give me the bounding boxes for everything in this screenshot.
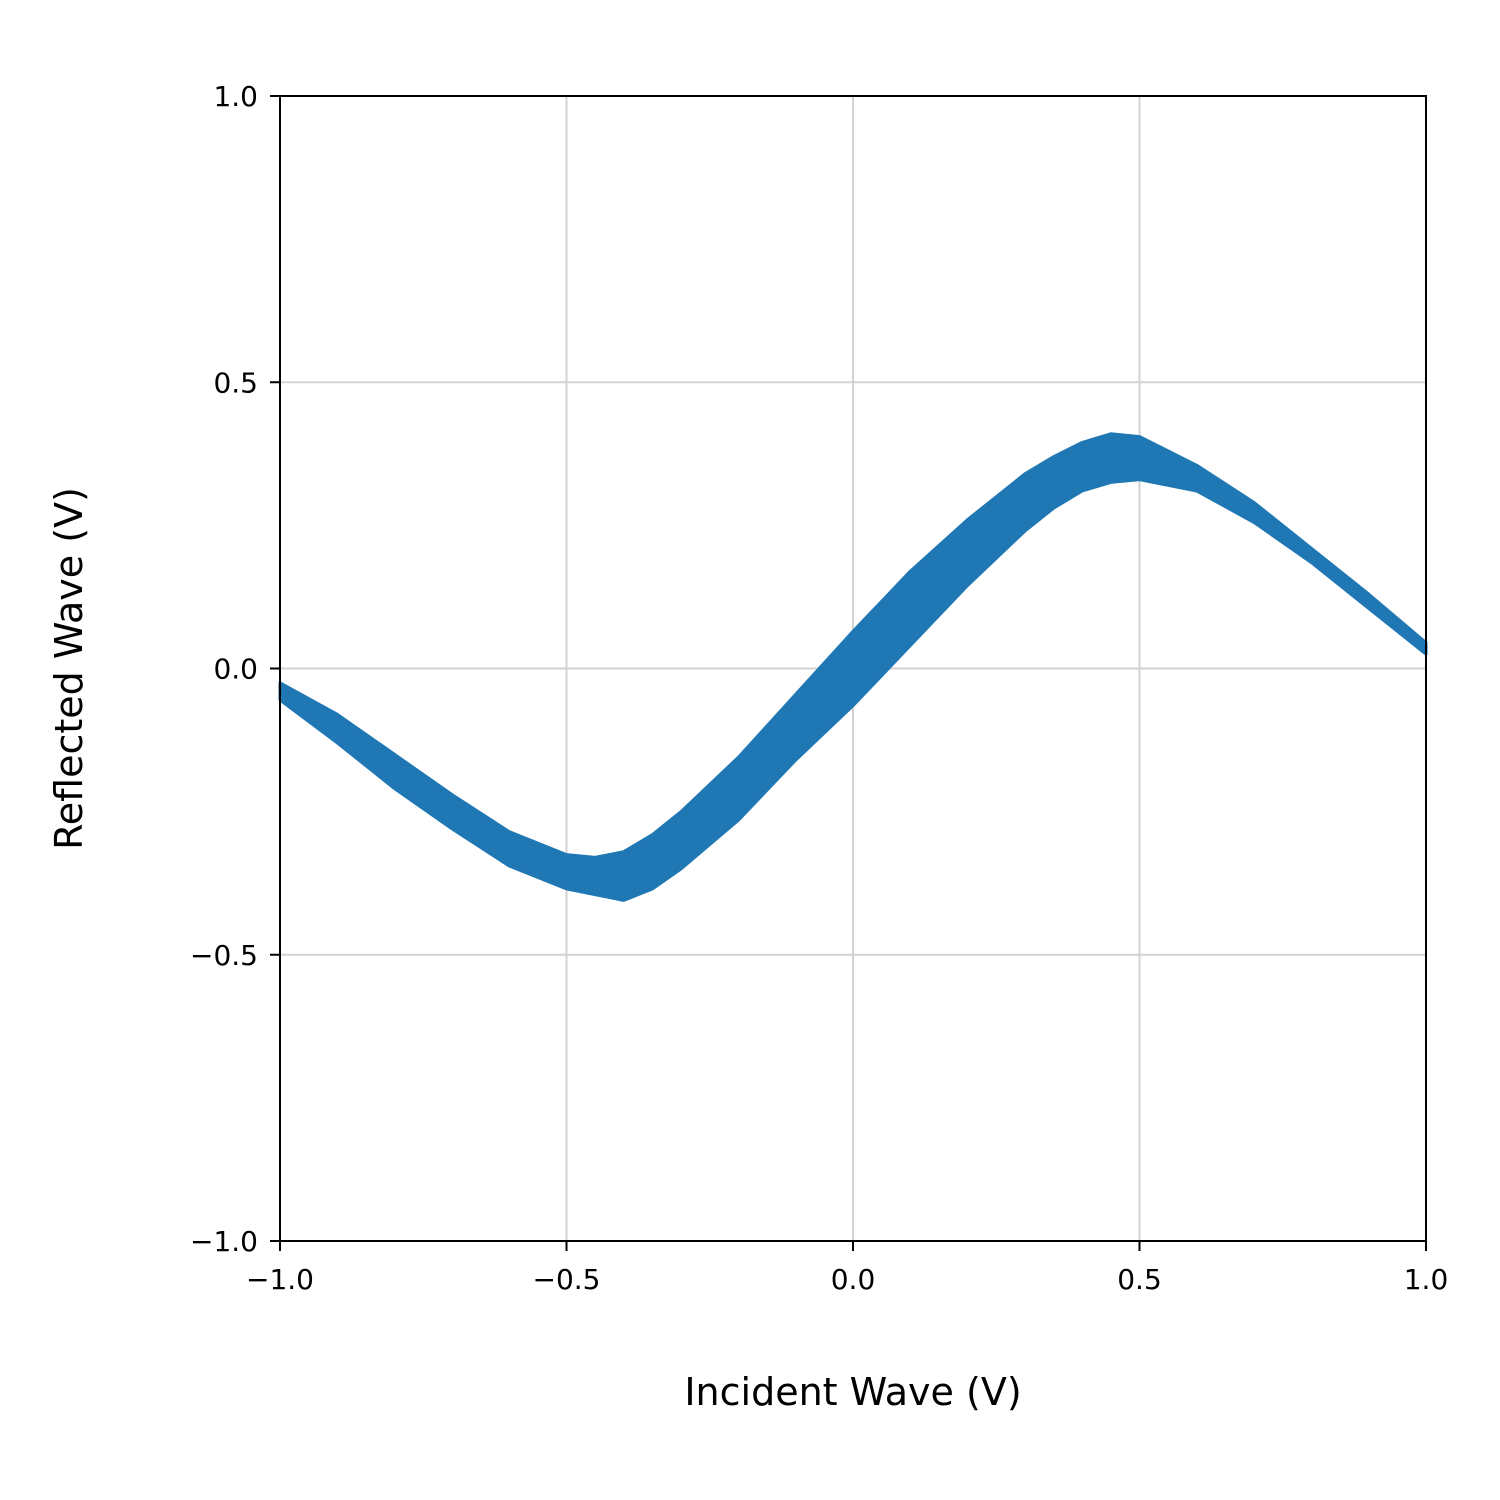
y-tick-label: 1.0	[213, 80, 258, 113]
y-tick-label: 0.5	[213, 366, 258, 399]
x-tick-label: 1.0	[1404, 1263, 1449, 1296]
x-tick-label: −1.0	[246, 1263, 314, 1296]
y-tick-label: −0.5	[190, 939, 258, 972]
y-axis-label: Reflected Wave (V)	[47, 487, 91, 850]
ticks: −1.0 −0.5 0.0 0.5 1.0 −1.0 −0.5 0.0 0.5 1.0	[190, 80, 1448, 1296]
x-tick-label: 0.5	[1117, 1263, 1162, 1296]
y-tick-label: 0.0	[213, 653, 258, 686]
x-tick-label: 0.0	[831, 1263, 876, 1296]
x-axis-label: Incident Wave (V)	[684, 1370, 1021, 1414]
x-tick-label: −0.5	[533, 1263, 601, 1296]
y-tick-label: −1.0	[190, 1225, 258, 1258]
